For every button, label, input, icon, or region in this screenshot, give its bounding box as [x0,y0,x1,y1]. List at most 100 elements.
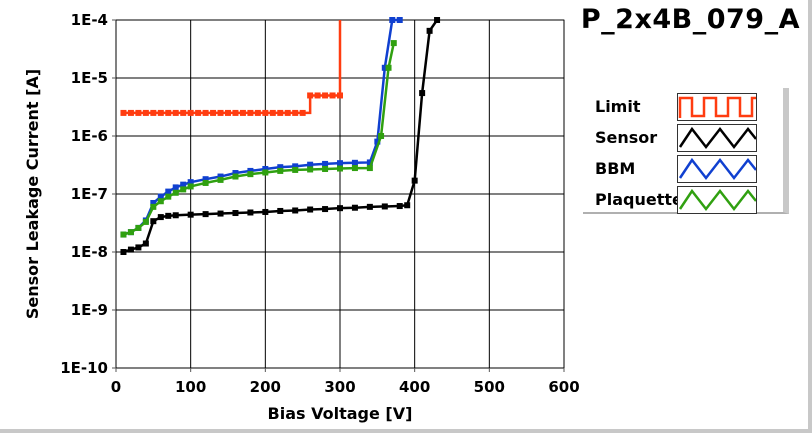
legend-label: BBM [595,159,636,178]
data-point [247,209,254,216]
data-point [187,183,194,190]
legend-item-bbm: BBM [583,154,783,183]
data-point [322,160,329,167]
data-point [142,218,149,225]
data-point [396,203,403,210]
data-point [202,176,209,183]
series-plaquette [120,40,397,238]
chart-title: P_2x4B_079_A [580,4,800,35]
data-point [390,40,397,47]
legend-swatch [677,155,757,183]
data-point [322,165,329,172]
data-point [157,198,164,205]
y-axis-ticks: 1E-4 1E-5 1E-6 1E-7 1E-8 1E-9 1E-10 [60,11,116,377]
data-point [404,202,411,209]
data-point [337,165,343,172]
data-point [187,179,194,186]
x-tick-label: 300 [324,378,355,396]
y-tick-label: 1E-10 [60,359,108,377]
data-point [277,109,284,116]
y-tick-label: 1E-7 [71,185,108,203]
data-point [351,159,358,166]
data-point [262,109,269,116]
x-tick-label: 400 [399,378,430,396]
x-axis-ticks: 0 100 200 300 400 500 600 [111,368,580,396]
data-point [135,244,142,251]
data-point [351,204,358,211]
data-point [202,109,209,116]
data-point [127,229,134,236]
data-point [135,224,142,231]
data-point [254,109,261,116]
legend-item-limit: Limit [583,92,783,121]
data-point [232,173,239,180]
y-axis-label: Sensor Leakage Current [A] [23,69,42,319]
legend-line-sample [678,126,757,150]
x-tick-label: 500 [474,378,505,396]
data-point [150,218,157,225]
data-point [180,186,187,193]
data-point [292,207,299,214]
legend-line-sample [678,157,757,181]
data-point [165,109,172,116]
series-line [123,19,439,254]
data-point [322,206,329,213]
x-tick-label: 0 [111,378,121,396]
data-point [269,109,276,116]
legend-swatch [677,186,757,214]
data-point [232,109,239,116]
data-point [239,109,246,116]
data-point [180,109,187,116]
y-tick-label: 1E-4 [71,11,108,29]
data-point [426,27,433,34]
data-point [307,92,314,99]
legend-item-sensor: Sensor [583,123,783,152]
data-point [217,210,224,217]
data-point [172,212,179,219]
legend-label: Sensor [595,128,658,147]
data-point [284,109,291,116]
data-point [232,170,239,177]
data-point [120,109,127,116]
data-point [195,109,202,116]
legend-line-sample [678,188,757,212]
data-point [307,206,314,213]
data-point [210,109,217,116]
data-point [277,207,284,214]
data-point [187,211,194,218]
data-point [120,249,127,255]
data-point [202,211,209,218]
data-point [419,90,426,97]
data-point [434,17,441,23]
data-point [172,189,179,196]
data-point [157,193,164,200]
legend-line-sample [678,96,756,118]
data-point [225,109,231,116]
x-tick-label: 600 [548,378,579,396]
data-point [180,181,187,188]
data-point [142,240,149,247]
data-point [366,165,373,172]
data-point [366,159,373,166]
data-point [135,109,142,116]
data-point [150,203,157,210]
data-point [396,17,403,23]
legend-label: Plaquette [595,190,683,209]
data-point [150,199,157,206]
y-tick-label: 1E-9 [71,301,108,319]
data-point [127,246,134,253]
x-tick-label: 200 [250,378,281,396]
data-point [187,109,194,116]
data-point [307,161,314,168]
legend-swatch [677,124,757,152]
data-point [157,214,164,221]
data-point [165,212,172,219]
data-point [172,184,179,191]
data-point [322,92,329,99]
data-point [262,208,269,215]
data-point [307,166,314,173]
data-point [262,165,269,172]
data-point [381,64,388,71]
